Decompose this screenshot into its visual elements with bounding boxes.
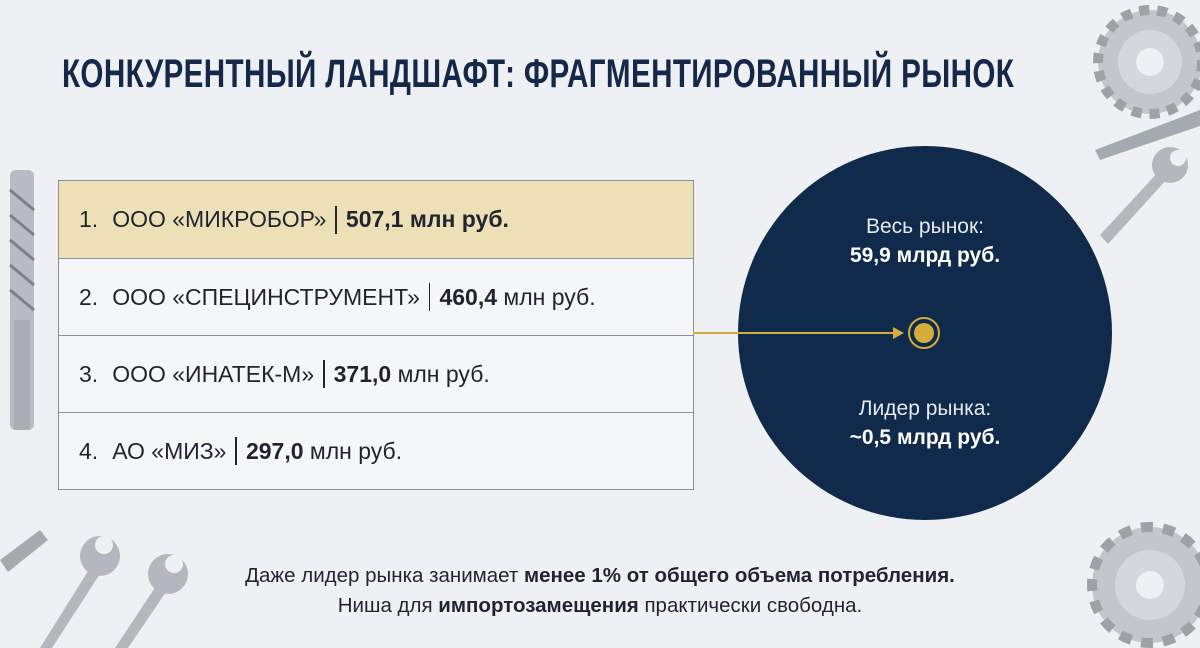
drill-bit-icon — [0, 530, 48, 572]
revenue-unit: млн руб. — [309, 437, 403, 464]
company-name: ООО «МИКРОБОР» — [112, 206, 327, 232]
market-leader-label: Лидер рынка: — [858, 397, 992, 420]
divider — [235, 437, 237, 465]
market-leader: Лидер рынка: ~0,5 млрд руб. — [738, 394, 1112, 452]
divider — [335, 205, 337, 234]
total-market-value: 59,9 млрд руб. — [849, 244, 1001, 267]
footer-emphasis: импортозамещения — [438, 594, 639, 617]
total-market: Весь рынок: 59,9 млрд руб. — [738, 212, 1112, 270]
wrench-icon — [40, 536, 188, 648]
revenue-unit: млн руб. — [397, 360, 490, 387]
company-name: ООО «ИНАТЕК-М» — [112, 360, 315, 387]
revenue-value: 460,4 — [439, 283, 498, 310]
footer-text: практически свободна. — [638, 594, 863, 617]
gear-icon — [1087, 522, 1200, 648]
company-name: ООО «СПЕЦИНСТРУМЕНТ» — [112, 283, 420, 310]
revenue-value: 507,1 — [345, 206, 404, 232]
rank: 3. — [79, 360, 99, 387]
footer-emphasis: менее 1% от общего объема потребления. — [523, 564, 955, 587]
footer-text: Даже лидер рынка занимает — [245, 564, 524, 587]
competitor-row: 2. ООО «СПЕЦИНСТРУМЕНТ» 460,4 млн руб. — [59, 258, 693, 335]
competitors-table: 1. ООО «МИКРОБОР» 507,1 млн руб. 2. ООО … — [58, 180, 694, 490]
rank: 1. — [79, 206, 99, 232]
leader-dot — [914, 323, 934, 343]
market-leader-value: ~0,5 млрд руб. — [849, 426, 1001, 449]
divider — [323, 360, 325, 388]
divider — [428, 283, 431, 311]
arrow-head-icon — [893, 327, 904, 339]
drill-bit-icon — [9, 170, 35, 430]
wrench-icon — [1100, 147, 1188, 244]
competitor-row: 3. ООО «ИНАТЕК-М» 371,0 млн руб. — [59, 335, 693, 412]
rank: 4. — [79, 437, 99, 464]
revenue-unit: млн руб. — [503, 283, 596, 310]
revenue-value: 371,0 — [333, 360, 392, 387]
competitor-row: 4. АО «МИЗ» 297,0 млн руб. — [59, 412, 693, 489]
footer-line-2: Ниша для импортозамещения практически св… — [0, 594, 1200, 618]
company-name: АО «МИЗ» — [112, 437, 227, 464]
revenue-unit: млн руб. — [409, 206, 509, 232]
rank: 2. — [79, 283, 99, 310]
footer-line-1: Даже лидер рынка занимает менее 1% от об… — [0, 564, 1200, 588]
revenue-value: 297,0 — [245, 437, 304, 464]
drill-bit-icon — [1095, 110, 1200, 160]
gear-icon — [1093, 5, 1200, 119]
footer-text: Ниша для — [337, 594, 439, 617]
leader-dot-ring — [908, 317, 940, 349]
competitor-row: 1. ООО «МИКРОБОР» 507,1 млн руб. — [59, 181, 693, 258]
total-market-label: Весь рынок: — [865, 215, 985, 238]
